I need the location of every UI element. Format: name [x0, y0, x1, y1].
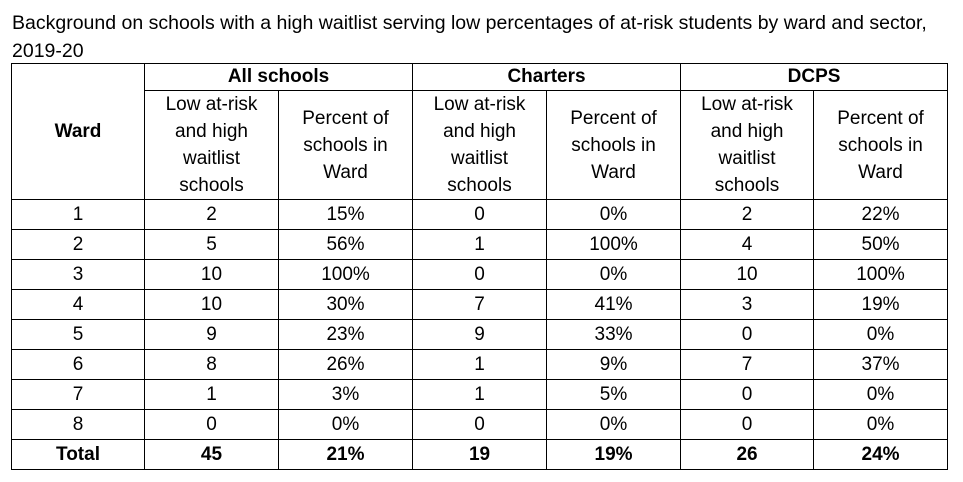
charters-count-cell: 1: [412, 379, 548, 410]
charters-percent-cell: 41%: [546, 289, 682, 320]
all-percent-total-cell: 21%: [277, 439, 414, 470]
charters-percent-cell: 0%: [546, 259, 682, 290]
sub-header-charters-count: Low at-risk and high waitlist schools: [412, 90, 548, 200]
ward-cell: 6: [11, 349, 145, 380]
sub-header-dcps-percent: Percent of schools in Ward: [813, 90, 949, 200]
dcps-percent-cell: 19%: [813, 289, 949, 320]
all-percent-cell: 0%: [277, 409, 414, 440]
dcps-percent-cell: 0%: [813, 379, 949, 410]
all-percent-cell: 3%: [277, 379, 414, 410]
total-label-cell: Total: [11, 439, 145, 470]
sub-header-dcps-count: Low at-risk and high waitlist schools: [680, 90, 815, 200]
group-header-row: Ward All schools Charters DCPS: [11, 63, 949, 200]
charters-count-cell: 0: [412, 409, 548, 440]
dcps-count-cell: 4: [680, 229, 815, 260]
ward-cell: 7: [11, 379, 145, 410]
all-count-cell: 1: [144, 379, 279, 410]
table-row: 4 10 30% 7 41% 3 19%: [11, 289, 949, 320]
sub-header-all-percent: Percent of schools in Ward: [277, 90, 414, 200]
ward-cell: 8: [11, 409, 145, 440]
sub-header-label: Low at-risk and high waitlist schools: [433, 94, 526, 196]
all-count-cell: 8: [144, 349, 279, 380]
sub-header-charters-percent: Percent of schools in Ward: [546, 90, 682, 200]
dcps-count-cell: 3: [680, 289, 815, 320]
charters-count-cell: 0: [412, 259, 548, 290]
charters-percent-cell: 0%: [546, 409, 682, 440]
all-percent-cell: 100%: [277, 259, 414, 290]
dcps-percent-cell: 100%: [813, 259, 949, 290]
charters-percent-cell: 100%: [546, 229, 682, 260]
dcps-count-cell: 2: [680, 199, 815, 230]
sub-header-row: Low at-risk and high waitlist schools Pe…: [12, 90, 949, 200]
dcps-percent-cell: 0%: [813, 319, 949, 350]
charters-percent-cell: 33%: [546, 319, 682, 350]
table-row: 5 9 23% 9 33% 0 0%: [11, 319, 949, 350]
dcps-count-cell: 7: [680, 349, 815, 380]
dcps-count-cell: 0: [680, 379, 815, 410]
sub-header-label: Low at-risk and high waitlist schools: [701, 94, 793, 196]
ward-cell: 3: [11, 259, 145, 290]
all-percent-cell: 15%: [277, 199, 414, 230]
dcps-percent-cell: 0%: [813, 409, 949, 440]
dcps-percent-cell: 50%: [813, 229, 949, 260]
dcps-percent-cell: 22%: [813, 199, 949, 230]
charters-count-cell: 1: [412, 349, 548, 380]
charters-count-cell: 1: [412, 229, 548, 260]
dcps-count-total-cell: 26: [680, 439, 815, 470]
total-row: Total 45 21% 19 19% 26 24%: [11, 439, 949, 470]
all-count-cell: 5: [144, 229, 279, 260]
all-percent-cell: 30%: [277, 289, 414, 320]
charters-count-cell: 0: [412, 199, 548, 230]
schools-table: Ward All schools Charters DCPS Low at-ri…: [11, 63, 949, 470]
ward-column-header: Ward: [11, 63, 145, 200]
ward-cell: 1: [11, 199, 145, 230]
charters-percent-total-cell: 19%: [546, 439, 682, 470]
charters-count-total-cell: 19: [412, 439, 548, 470]
dcps-count-cell: 0: [680, 319, 815, 350]
table-row: 2 5 56% 1 100% 4 50%: [11, 229, 949, 260]
charters-count-cell: 7: [412, 289, 548, 320]
charters-count-cell: 9: [412, 319, 548, 350]
all-percent-cell: 56%: [277, 229, 414, 260]
dcps-count-cell: 10: [680, 259, 815, 290]
all-count-cell: 10: [144, 289, 279, 320]
table-row: 7 1 3% 1 5% 0 0%: [11, 379, 949, 410]
sub-header-all-count: Low at-risk and high waitlist schools: [144, 90, 279, 200]
sub-header-label: Low at-risk and high waitlist schools: [165, 94, 258, 196]
table-row: 1 2 15% 0 0% 2 22%: [11, 199, 949, 230]
all-count-cell: 0: [144, 409, 279, 440]
table-row: 8 0 0% 0 0% 0 0%: [11, 409, 949, 440]
ward-cell: 2: [11, 229, 145, 260]
group-header-dcps: DCPS: [680, 63, 949, 91]
sub-header-label: Percent of schools in Ward: [837, 107, 924, 183]
sub-header-label: Percent of schools in Ward: [570, 107, 657, 183]
charters-percent-cell: 0%: [546, 199, 682, 230]
table-row: 6 8 26% 1 9% 7 37%: [11, 349, 949, 380]
sub-header-label: Percent of schools in Ward: [302, 107, 389, 183]
dcps-percent-total-cell: 24%: [813, 439, 949, 470]
charters-percent-cell: 5%: [546, 379, 682, 410]
ward-cell: 5: [11, 319, 145, 350]
group-header-all-schools: All schools: [143, 63, 414, 91]
all-count-cell: 2: [144, 199, 279, 230]
dcps-percent-cell: 37%: [813, 349, 949, 380]
table-caption: Background on schools with a high waitli…: [12, 12, 927, 62]
table-row: 3 10 100% 0 0% 10 100%: [11, 259, 949, 290]
group-header-charters: Charters: [412, 63, 682, 91]
all-percent-cell: 26%: [277, 349, 414, 380]
charters-percent-cell: 9%: [546, 349, 682, 380]
dcps-count-cell: 0: [680, 409, 815, 440]
ward-cell: 4: [11, 289, 145, 320]
all-count-cell: 9: [144, 319, 279, 350]
all-count-total-cell: 45: [144, 439, 279, 470]
all-count-cell: 10: [144, 259, 279, 290]
all-percent-cell: 23%: [277, 319, 414, 350]
